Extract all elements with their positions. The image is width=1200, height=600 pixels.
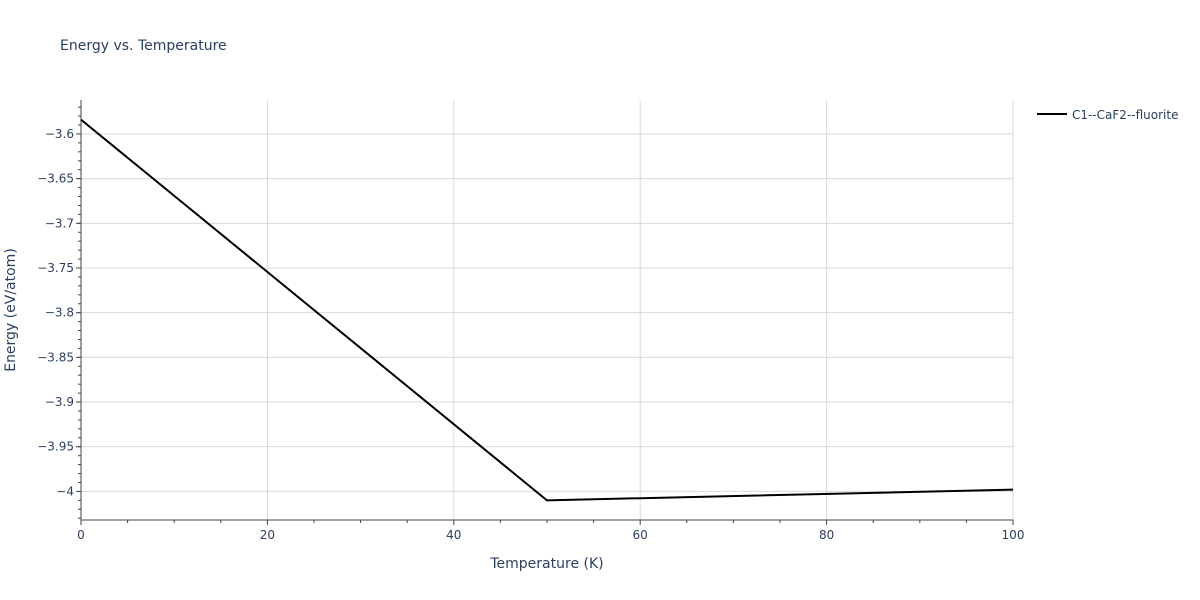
y-tick-label: −3.65 <box>37 172 74 186</box>
y-tick-label: −3.9 <box>45 395 74 409</box>
grid-layer <box>81 100 1014 520</box>
y-tick-label: −3.8 <box>45 306 74 320</box>
series-layer <box>80 118 1014 502</box>
y-tick-label: −3.6 <box>45 127 74 141</box>
y-tick-label: −3.75 <box>37 261 74 275</box>
legend: C1--CaF2--fluorite <box>1037 108 1178 122</box>
x-axis-title: Temperature (K) <box>489 556 603 572</box>
series-line <box>80 118 1014 502</box>
y-tick-label: −3.95 <box>37 440 74 454</box>
x-tick-label: 40 <box>446 528 461 542</box>
chart-title: Energy vs. Temperature <box>60 38 227 54</box>
x-tick-label: 20 <box>260 528 275 542</box>
y-tick-label: −3.85 <box>37 350 74 364</box>
x-tick-label: 80 <box>819 528 834 542</box>
axes-layer: 0 20 40 60 80 100 −4 −3.95 −3.9 −3.85 −3.8 −3.75 −3.… <box>37 100 1024 542</box>
y-tick-label: −3.7 <box>45 216 74 230</box>
y-axis-title: Energy (eV/atom) <box>3 248 19 372</box>
x-tick-label: 60 <box>633 528 648 542</box>
x-tick-label: 100 <box>1002 528 1025 542</box>
legend-label: C1--CaF2--fluorite <box>1072 108 1178 122</box>
x-tick-label: 0 <box>77 528 85 542</box>
y-tick-label: −4 <box>56 484 74 498</box>
